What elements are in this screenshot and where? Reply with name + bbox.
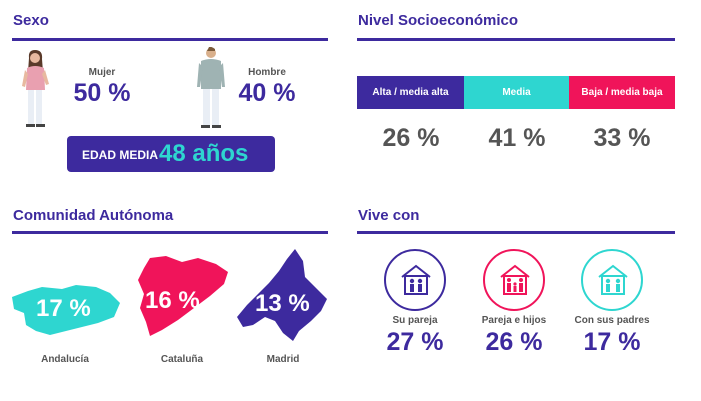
section-title-sexo: Sexo <box>13 12 49 29</box>
section-divider <box>12 231 328 234</box>
level-value-baja: 33 % <box>593 124 651 152</box>
family-home-icon <box>500 264 530 295</box>
section-title-vive: Vive con <box>358 207 420 224</box>
madrid-label: Madrid <box>266 354 300 365</box>
vive-value-pareja: 27 % <box>386 328 444 356</box>
level-value-alta: 26 % <box>382 124 440 152</box>
section-title-nivel: Nivel Socioeconómico <box>358 12 519 29</box>
mujer-value: 50 % <box>73 79 131 107</box>
section-title-comunidad: Comunidad Autónoma <box>13 207 174 224</box>
mujer-label: Mujer <box>88 67 116 78</box>
edad-media-badge: EDAD MEDIA 48 años <box>67 136 275 172</box>
hombre-label: Hombre <box>248 67 286 78</box>
andalucia-value: 17 % <box>36 295 91 322</box>
parents-home-icon <box>598 264 628 295</box>
section-divider <box>12 38 328 41</box>
edad-media-label: EDAD MEDIA <box>82 148 159 162</box>
level-bar-media: Media <box>464 76 569 109</box>
vive-label-pareja: Su pareja <box>392 315 438 326</box>
madrid-value: 13 % <box>255 290 310 317</box>
vive-label-hijos: Pareja e hijos <box>481 315 547 326</box>
andalucia-label: Andalucía <box>41 354 89 365</box>
cataluna-label: Cataluña <box>160 354 204 365</box>
andalucia-map-icon <box>12 285 120 335</box>
cataluna-value: 16 % <box>145 287 200 314</box>
family-home-circle <box>483 249 545 311</box>
level-bar-baja: Baja / media baja <box>569 76 675 109</box>
vive-value-hijos: 26 % <box>485 328 543 356</box>
parents-home-circle <box>581 249 643 311</box>
cataluna-map-icon <box>138 256 228 336</box>
vive-value-padres: 17 % <box>583 328 641 356</box>
woman-figure-icon <box>22 50 49 127</box>
man-figure-icon <box>197 47 225 128</box>
vive-label-padres: Con sus padres <box>574 315 650 326</box>
couple-home-icon <box>401 264 431 295</box>
madrid-map-icon <box>237 249 327 341</box>
level-bar-alta: Alta / media alta <box>357 76 464 109</box>
level-value-media: 41 % <box>488 124 546 152</box>
section-divider <box>357 231 675 234</box>
section-divider <box>357 38 675 41</box>
couple-home-circle <box>384 249 446 311</box>
edad-media-value: 48 años <box>159 140 249 167</box>
hombre-value: 40 % <box>238 79 296 107</box>
